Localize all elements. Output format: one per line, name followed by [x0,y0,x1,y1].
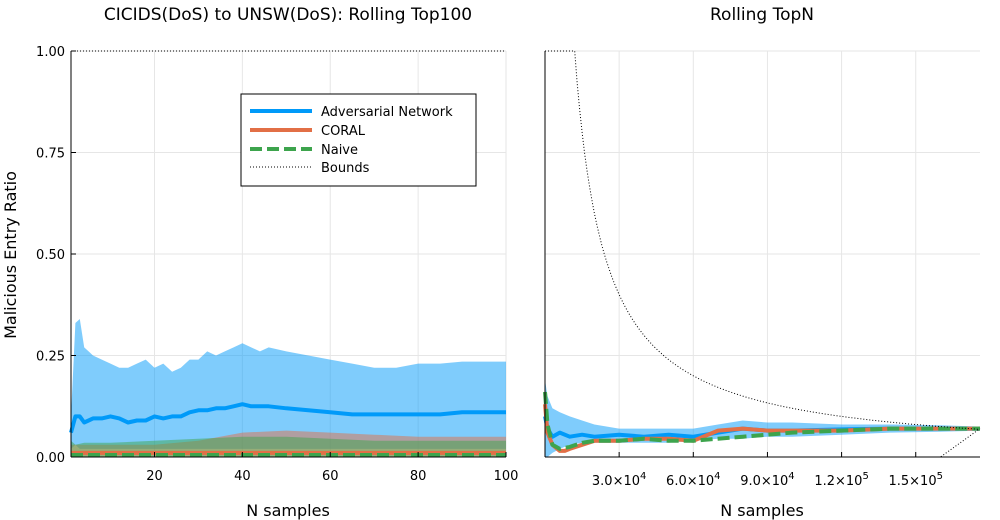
left-y-tick-label: 0.00 [36,451,65,466]
tick-exponent: 4 [640,471,646,482]
right-x-tick-label: 1.2×105 [814,471,868,489]
legend: Adversarial Network CORAL Naive Bounds [240,93,477,187]
right-line-bounds-upper [545,50,981,430]
left-x-tick-label: 80 [410,469,427,484]
legend-label-bounds: Bounds [321,161,370,176]
left-x-tick-label: 100 [494,469,519,484]
left-x-tick-label: 40 [234,469,251,484]
left-line-adversarial-network [69,402,506,434]
right-x-axis-label: N samples [720,501,804,520]
right-x-tick-label: 6.0×104 [666,471,720,489]
left-x-axis-label: N samples [246,501,330,520]
left-x-tick-label: 60 [322,469,339,484]
left-band-adversarial-network [71,319,506,449]
tick-exponent: 5 [862,471,868,482]
legend-label-naive: Naive [321,143,358,158]
left-y-tick-label: 0.50 [36,248,65,263]
right-x-tick-label: 9.0×104 [740,471,794,489]
right-chart-title: Rolling TopN [710,5,814,25]
tick-exponent: 5 [937,471,943,482]
left-chart-title: CICIDS(DoS) to UNSW(DoS): Rolling Top100 [104,5,472,25]
left-x-tick-label: 20 [146,469,163,484]
tick-exponent: 4 [714,471,720,482]
right-panel: 3.0×104 6.0×104 9.0×104 1.2×105 1.5×105 [543,50,981,489]
legend-label-adversarial: Adversarial Network [321,105,453,120]
legend-label-coral: CORAL [321,124,366,139]
tick-exponent: 4 [788,471,794,482]
left-y-tick-label: 1.00 [36,45,65,60]
right-x-tick-label: 3.0×104 [592,471,646,489]
y-axis-label: Malicious Entry Ratio [1,171,20,339]
right-x-tick-label: 1.5×105 [888,471,942,489]
left-y-tick-label: 0.25 [36,350,65,365]
left-panel: 0.00 0.25 0.50 0.75 1.00 20 40 60 80 100 [36,45,518,484]
right-line-naive [543,391,980,451]
right-band-adversarial-network [545,379,980,457]
left-y-tick-label: 0.75 [36,147,65,162]
